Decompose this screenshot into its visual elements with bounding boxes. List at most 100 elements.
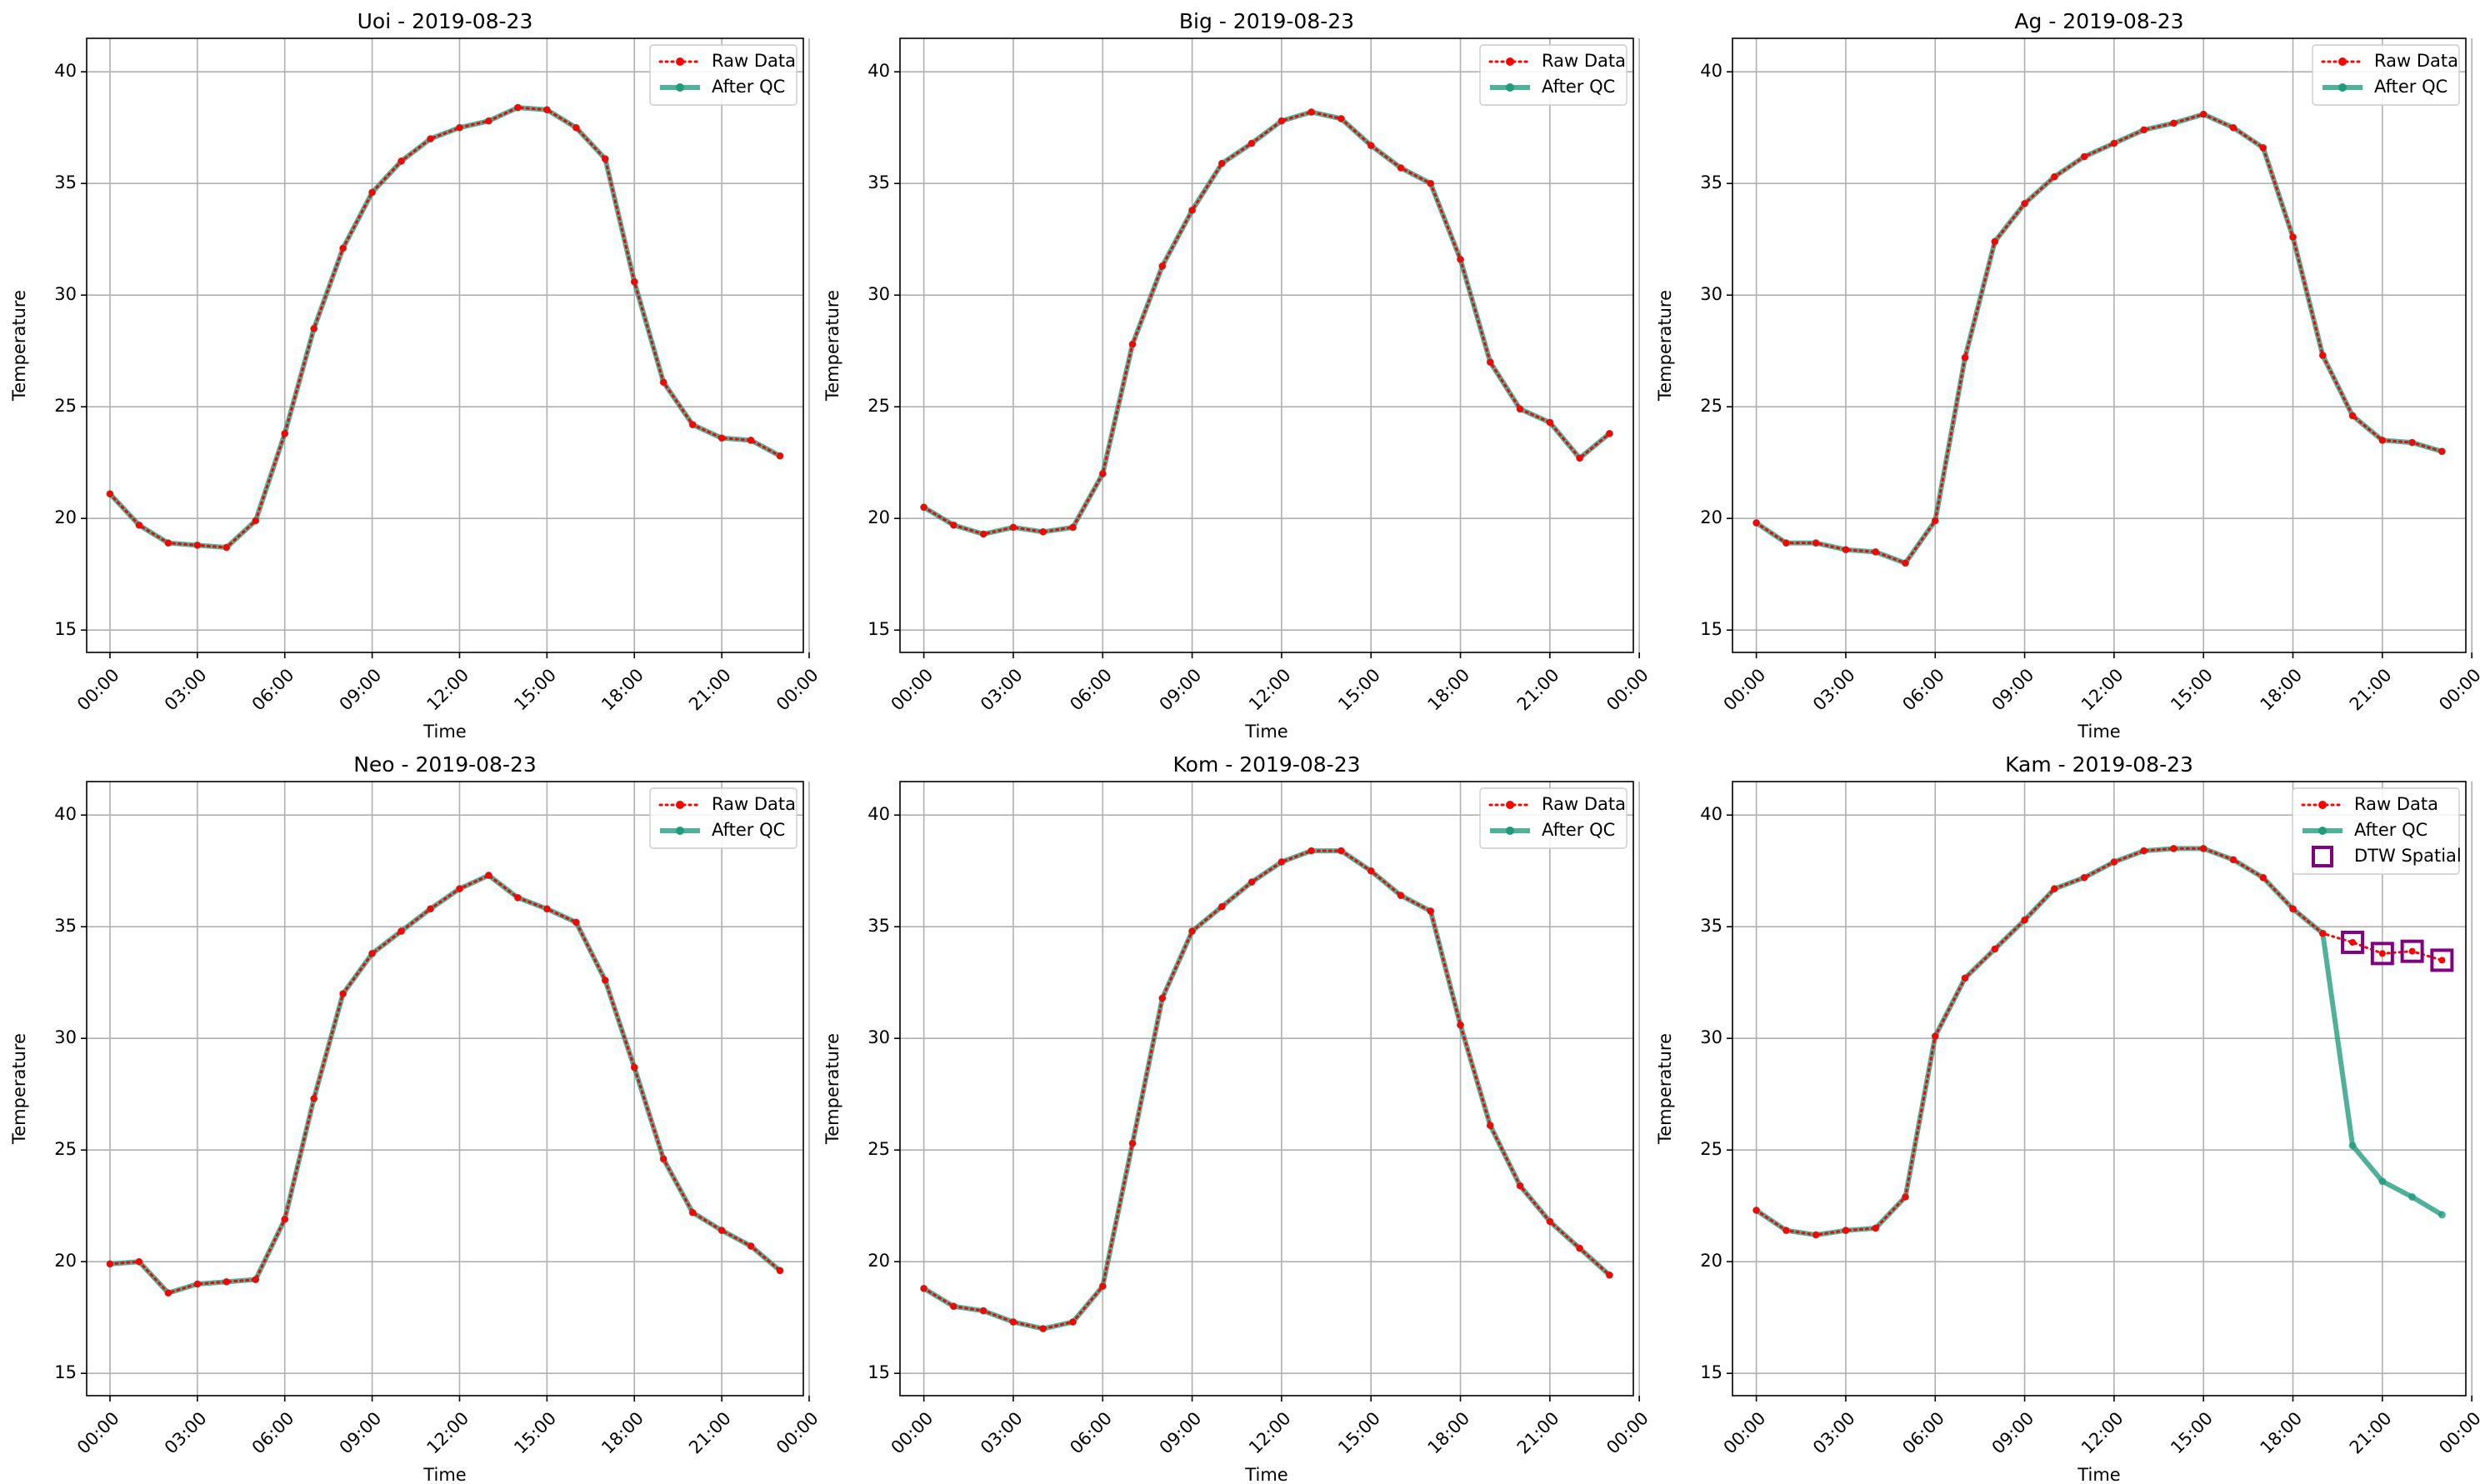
x-tick-label: 03:00 (977, 1408, 1027, 1458)
x-tick-label: 09:00 (336, 665, 386, 715)
chart-title: Big - 2019-08-23 (1179, 9, 1354, 33)
axes-frame (899, 37, 1634, 653)
raw-point (252, 517, 259, 524)
y-axis-label: Temperature (1655, 290, 1675, 402)
raw-point (2408, 947, 2416, 955)
after-qc-point (2348, 1142, 2357, 1150)
raw-point (2408, 439, 2416, 447)
raw-point (2229, 856, 2237, 863)
axes-frame (86, 781, 804, 1397)
dtw-spatial-marker (2400, 939, 2424, 963)
y-tick-label: 25 (868, 396, 890, 416)
raw-point (2051, 885, 2058, 892)
legend: Raw Data After QC (1479, 44, 1628, 106)
raw-point (660, 1155, 668, 1162)
legend-label: Raw Data (2374, 51, 2458, 71)
legend-label: Raw Data (1542, 51, 1626, 71)
raw-point (1397, 164, 1404, 172)
raw-point (1932, 517, 1939, 524)
raw-point (1039, 1325, 1047, 1332)
legend: Raw Data After QC (649, 44, 798, 106)
y-tick-label: 15 (54, 619, 77, 639)
raw-point (543, 106, 551, 113)
y-tick-label: 25 (54, 396, 77, 416)
grid (900, 782, 1640, 1396)
chart-title: Kam - 2019-08-23 (2005, 752, 2193, 777)
raw-point (1991, 946, 1998, 952)
series-after-qc-line (1754, 112, 2443, 566)
y-tick-label: 40 (54, 61, 77, 81)
raw-point (1902, 1193, 1909, 1201)
legend-qc-marker (2318, 827, 2327, 835)
raw-point (514, 104, 522, 112)
raw-point (456, 885, 463, 892)
series-raw-line (108, 873, 782, 1295)
legend-raw-marker (676, 801, 684, 809)
raw-point (950, 1302, 958, 1310)
raw-point (164, 539, 172, 547)
raw-point (777, 452, 784, 460)
x-tick-label: 21:00 (685, 665, 735, 715)
y-tick-label: 20 (54, 507, 77, 527)
x-tick-label: 18:00 (1424, 665, 1474, 715)
y-tick-label: 25 (1700, 396, 1722, 416)
legend-label: Raw Data (1542, 794, 1626, 814)
y-tick-label: 40 (868, 61, 890, 81)
legend-label: After QC (1542, 77, 1615, 97)
x-tick-label: 00:00 (888, 1408, 938, 1458)
x-tick-label: 06:00 (1898, 665, 1948, 715)
x-tick-label: 00:00 (73, 1408, 123, 1458)
raw-point (1546, 1217, 1553, 1225)
raw-point (2259, 874, 2267, 882)
grid (87, 782, 810, 1396)
series-raw-line (1755, 112, 2443, 565)
raw-point (1576, 1245, 1583, 1252)
x-tick-label: 12:00 (1245, 665, 1295, 715)
raw-point (1099, 470, 1107, 477)
legend-label: After QC (712, 77, 785, 97)
raw-point (950, 522, 958, 529)
raw-point (1902, 559, 1909, 567)
raw-point (920, 1285, 928, 1292)
x-tick-label: 00:00 (2435, 1408, 2485, 1458)
raw-point (1158, 994, 1166, 1002)
raw-point (631, 278, 638, 286)
y-tick-label: 30 (1700, 284, 1722, 304)
raw-point (2081, 874, 2088, 882)
y-axis-label: Temperature (822, 1033, 842, 1145)
raw-point (1932, 1032, 1939, 1040)
raw-point (2349, 938, 2357, 946)
axes-frame (1732, 781, 2467, 1397)
x-tick-label: 18:00 (2257, 665, 2307, 715)
raw-point (1427, 180, 1434, 187)
raw-point (222, 544, 230, 552)
series-raw-line (108, 106, 782, 549)
y-axis-label: Temperature (1655, 1033, 1675, 1145)
dtw-spatial-marker (2341, 930, 2365, 954)
y-tick-label: 40 (1700, 61, 1722, 81)
grid (900, 38, 1640, 652)
raw-point (1487, 358, 1494, 366)
raw-point (1129, 1140, 1137, 1147)
raw-point (1517, 1182, 1524, 1190)
x-tick-label: 18:00 (2257, 1408, 2307, 1458)
legend-qc-marker (1506, 827, 1514, 835)
raw-point (2170, 845, 2178, 852)
raw-point (1752, 519, 1760, 527)
raw-point (427, 135, 434, 142)
x-tick-label: 06:00 (1898, 1408, 1948, 1458)
y-tick-label: 40 (54, 804, 77, 824)
x-tick-label: 03:00 (1809, 665, 1859, 715)
raw-point (748, 1242, 755, 1250)
y-tick-label: 30 (868, 1027, 890, 1047)
x-tick-label: 06:00 (248, 665, 298, 715)
raw-point (2229, 124, 2237, 132)
raw-point (1842, 1227, 1849, 1234)
series-after-qc-line (109, 872, 782, 1296)
y-tick-label: 15 (1700, 1362, 1722, 1382)
raw-point (2378, 437, 2386, 444)
raw-point (1991, 237, 1998, 245)
raw-point (2289, 233, 2297, 241)
raw-point (193, 1281, 201, 1287)
